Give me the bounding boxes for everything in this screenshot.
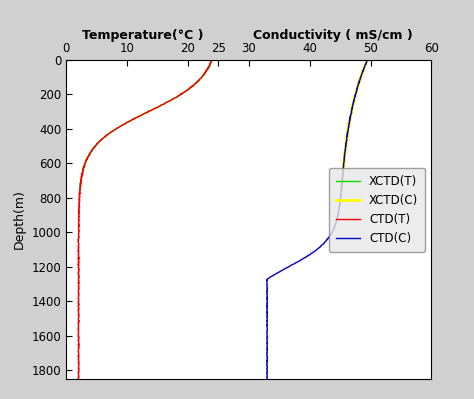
Line: CTD(C): CTD(C) bbox=[266, 60, 367, 379]
XCTD(C) bbox=[358, 73, 364, 78]
XCTD(T) bbox=[164, 100, 170, 105]
Text: Temperature(°C ): Temperature(°C ) bbox=[82, 29, 204, 42]
Y-axis label: Depth(m): Depth(m) bbox=[13, 190, 26, 249]
XCTD(C) bbox=[365, 57, 370, 62]
CTD(C) bbox=[264, 300, 270, 304]
XCTD(T) bbox=[210, 57, 215, 62]
Line: CTD(T): CTD(T) bbox=[78, 60, 212, 379]
XCTD(T) bbox=[87, 151, 93, 156]
CTD(T) bbox=[76, 332, 82, 337]
CTD(C) bbox=[365, 57, 370, 62]
CTD(C) bbox=[357, 77, 363, 82]
XCTD(C) bbox=[351, 100, 356, 105]
XCTD(T) bbox=[87, 152, 92, 156]
XCTD(C) bbox=[344, 139, 349, 144]
Line: XCTD(C): XCTD(C) bbox=[341, 60, 367, 189]
CTD(T) bbox=[197, 77, 202, 82]
CTD(C) bbox=[292, 261, 298, 266]
XCTD(T) bbox=[97, 139, 102, 144]
CTD(C) bbox=[319, 243, 324, 248]
CTD(C) bbox=[264, 377, 270, 381]
CTD(T) bbox=[75, 251, 81, 256]
Text: Conductivity ( mS/cm ): Conductivity ( mS/cm ) bbox=[253, 29, 413, 42]
CTD(T) bbox=[76, 300, 82, 304]
CTD(T) bbox=[76, 261, 82, 266]
CTD(C) bbox=[264, 332, 270, 337]
CTD(C) bbox=[308, 251, 314, 256]
CTD(T) bbox=[76, 243, 82, 248]
XCTD(T) bbox=[77, 187, 83, 192]
CTD(T) bbox=[209, 57, 214, 62]
Line: XCTD(T): XCTD(T) bbox=[80, 60, 212, 189]
XCTD(T) bbox=[146, 109, 152, 113]
XCTD(C) bbox=[348, 109, 354, 113]
XCTD(C) bbox=[343, 151, 348, 156]
CTD(T) bbox=[76, 377, 82, 381]
XCTD(C) bbox=[342, 152, 347, 156]
XCTD(T) bbox=[200, 73, 206, 78]
Legend: XCTD(T), XCTD(C), CTD(T), CTD(C): XCTD(T), XCTD(C), CTD(T), CTD(C) bbox=[329, 168, 426, 252]
XCTD(C) bbox=[338, 187, 344, 192]
